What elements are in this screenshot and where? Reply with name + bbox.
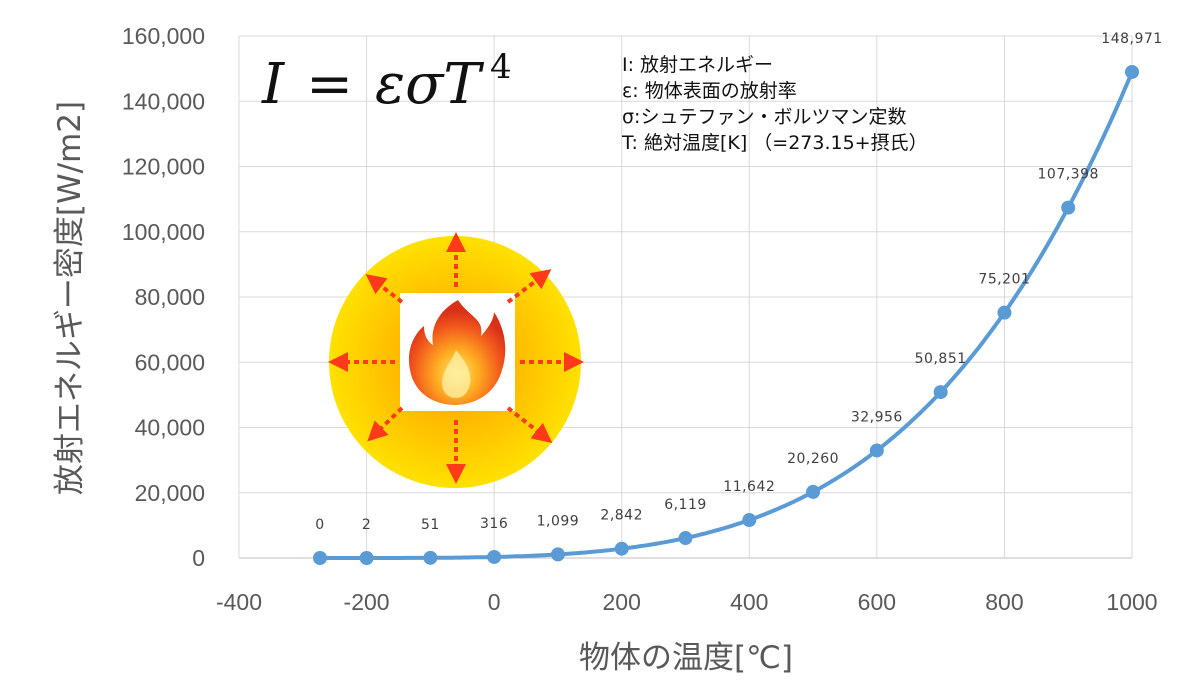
data-label: 2,842 (600, 508, 643, 524)
radiation-arrows (328, 232, 584, 484)
legend-item-intensity: I: 放射エネルギー (622, 54, 774, 76)
x-tick-label: 1000 (1106, 589, 1157, 615)
data-label: 148,971 (1101, 31, 1162, 47)
data-point (487, 549, 502, 564)
data-point (806, 484, 821, 499)
y-tick-label: 140,000 (122, 88, 205, 114)
data-point (313, 551, 328, 565)
data-point (997, 305, 1012, 320)
data-point (1125, 64, 1139, 79)
data-point (742, 513, 757, 528)
x-tick-label: 0 (488, 589, 501, 615)
data-point (1061, 200, 1076, 215)
radiating-flame-icon (328, 232, 584, 488)
y-tick-label: 120,000 (122, 154, 205, 180)
data-points (313, 64, 1139, 565)
data-point (614, 541, 629, 556)
data-labels: 0 2 51 316 1,099 2,842 6,119 11,642 20,260 32,956… (315, 31, 1162, 533)
grid-lines (238, 35, 1133, 559)
x-tick-label: -200 (344, 589, 390, 615)
data-label: 107,398 (1038, 167, 1099, 183)
y-tick-label: 60,000 (135, 349, 205, 375)
y-axis-ticks: 0 20,000 40,000 60,000 80,000 100,000 120,000 1… (122, 23, 205, 571)
data-label: 20,260 (787, 451, 839, 467)
data-label: 1,099 (537, 513, 580, 529)
x-tick-label: 400 (730, 589, 768, 615)
data-label: 316 (480, 516, 508, 532)
legend-item-temperature: T: 絶対温度[K] （=273.15+摂氏） (622, 132, 928, 154)
y-tick-label: 80,000 (135, 284, 205, 310)
data-curve (320, 71, 1134, 560)
x-axis-ticks: -400 -200 0 200 400 600 800 1000 (216, 589, 1158, 615)
data-point (678, 531, 693, 546)
x-tick-label: 600 (858, 589, 896, 615)
x-tick-label: 800 (985, 589, 1023, 615)
y-tick-label: 160,000 (122, 23, 205, 49)
x-axis-title: 物体の温度[℃] (579, 640, 793, 676)
data-label: 2 (362, 517, 371, 533)
x-tick-label: 200 (603, 589, 641, 615)
legend-item-stefan-boltzmann: σ:シュテファン・ボルツマン定数 (622, 106, 907, 128)
data-point (869, 443, 884, 458)
y-tick-label: 20,000 (135, 480, 205, 506)
data-point (423, 550, 438, 565)
data-label: 32,956 (851, 409, 903, 425)
y-axis-title: 放射エネルギー密度[W/m2] (52, 101, 88, 495)
data-point (359, 550, 374, 565)
data-label: 51 (421, 517, 440, 533)
variable-legend: I: 放射エネルギー ε: 物体表面の放射率 σ:シュテファン・ボルツマン定数 … (622, 52, 928, 156)
x-tick-label: -400 (216, 589, 262, 615)
data-label: 6,119 (664, 497, 707, 513)
y-tick-label: 0 (192, 545, 205, 571)
data-label: 50,851 (915, 351, 967, 367)
data-label: 0 (315, 517, 324, 533)
data-label: 75,201 (978, 272, 1030, 288)
data-point (933, 385, 948, 400)
formula-exponent: 4 (490, 47, 512, 87)
y-tick-label: 100,000 (122, 219, 205, 245)
data-label: 11,642 (723, 479, 775, 495)
legend-item-emissivity: ε: 物体表面の放射率 (622, 80, 797, 102)
formula: I = εσT (261, 52, 484, 117)
data-point (550, 547, 565, 562)
y-tick-label: 40,000 (135, 415, 205, 441)
